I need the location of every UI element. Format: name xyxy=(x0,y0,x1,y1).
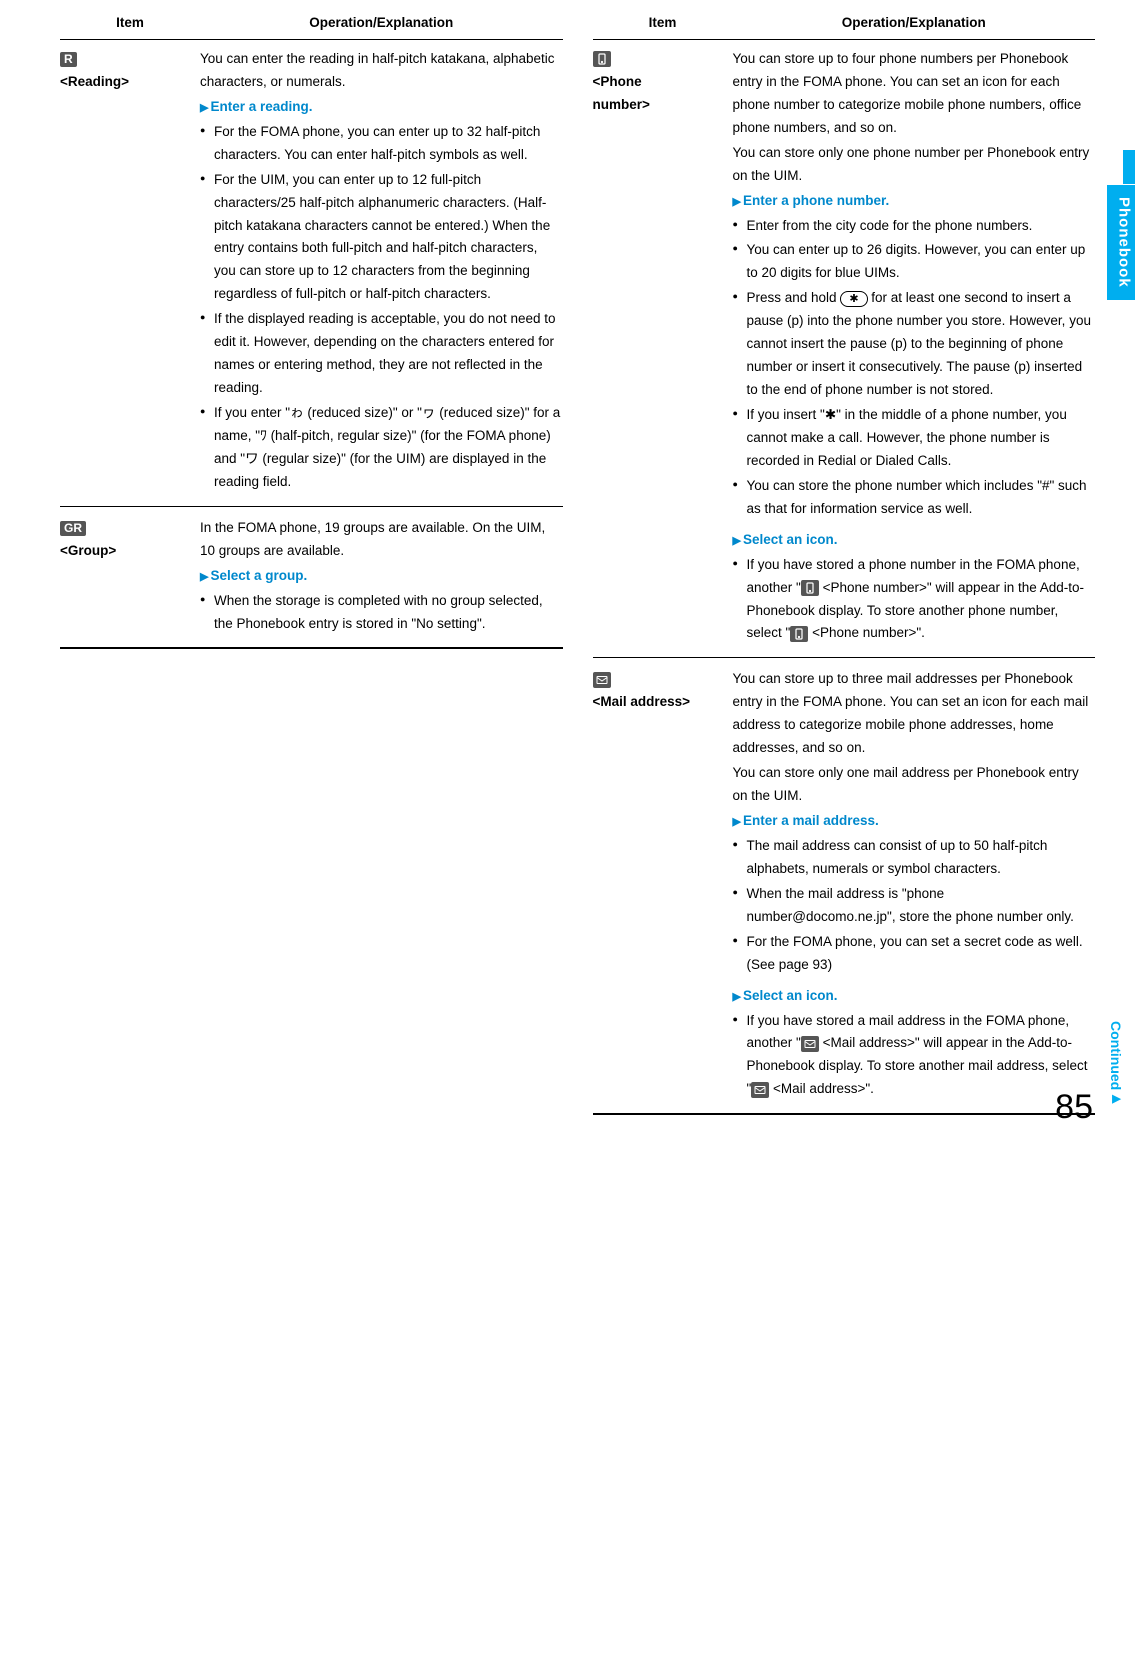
bullet-text: When the storage is completed with no gr… xyxy=(200,590,563,636)
mail-action-2: Select an icon. xyxy=(733,985,1096,1008)
reading-action: Enter a reading. xyxy=(200,96,563,119)
phone-inline-icon xyxy=(790,626,808,642)
bullet-text: If the displayed reading is acceptable, … xyxy=(200,308,563,400)
mail-icon xyxy=(593,672,611,688)
mail-bullets-2: If you have stored a mail address in the… xyxy=(733,1010,1096,1102)
mail-intro-2: You can store only one mail address per … xyxy=(733,762,1096,808)
phone-label-1: <Phone xyxy=(593,74,642,89)
phone-bullets-1: Enter from the city code for the phone n… xyxy=(733,215,1096,521)
mail-inline-icon xyxy=(801,1036,819,1052)
entry-phone: <Phone number> You can store up to four … xyxy=(593,48,1096,658)
mail-label: <Mail address> xyxy=(593,694,691,709)
page-number: 85 xyxy=(1055,1079,1093,1137)
mail-intro-1: You can store up to three mail addresses… xyxy=(733,668,1096,760)
group-intro: In the FOMA phone, 19 groups are availab… xyxy=(200,517,563,563)
bullet-text: If you insert "✱" in the middle of a pho… xyxy=(733,404,1096,473)
star-key-icon: ✱ xyxy=(840,291,867,307)
phone-icon xyxy=(593,51,611,67)
item-cell: GR <Group> xyxy=(60,517,200,638)
reading-bullets: For the FOMA phone, you can enter up to … xyxy=(200,121,563,494)
bullet-text: You can store the phone number which inc… xyxy=(733,475,1096,521)
operation-cell: You can store up to four phone numbers p… xyxy=(733,48,1096,647)
phone-action-2: Select an icon. xyxy=(733,529,1096,552)
table-header-row: Item Operation/Explanation xyxy=(60,12,563,40)
bullet-text: Press and hold ✱ for at least one second… xyxy=(733,287,1096,402)
group-label: <Group> xyxy=(60,543,116,558)
item-cell: R <Reading> xyxy=(60,48,200,496)
bullet-text: For the UIM, you can enter up to 12 full… xyxy=(200,169,563,307)
bullet-text: The mail address can consist of up to 50… xyxy=(733,835,1096,881)
side-accent-strip xyxy=(1123,150,1135,184)
mail-bullets-1: The mail address can consist of up to 50… xyxy=(733,835,1096,977)
item-cell: <Phone number> xyxy=(593,48,733,647)
phone-inline-icon xyxy=(801,580,819,596)
entry-group: GR <Group> In the FOMA phone, 19 groups … xyxy=(60,517,563,650)
continued-indicator: Continued xyxy=(1103,1021,1127,1105)
phone-bullets-2: If you have stored a phone number in the… xyxy=(733,554,1096,646)
bullet-text: You can enter up to 26 digits. However, … xyxy=(733,239,1096,285)
item-cell: <Mail address> xyxy=(593,668,733,1103)
header-operation: Operation/Explanation xyxy=(200,12,563,35)
phone-label-2: number> xyxy=(593,97,650,112)
side-tab-label: Phonebook xyxy=(1107,185,1135,300)
group-bullets: When the storage is completed with no gr… xyxy=(200,590,563,636)
group-action: Select a group. xyxy=(200,565,563,588)
right-column: Item Operation/Explanation <Phone number… xyxy=(593,12,1096,1125)
bullet-text: For the FOMA phone, you can set a secret… xyxy=(733,931,1096,977)
mail-action-1: Enter a mail address. xyxy=(733,810,1096,833)
two-column-layout: Item Operation/Explanation R <Reading> Y… xyxy=(60,12,1095,1125)
operation-cell: You can store up to three mail addresses… xyxy=(733,668,1096,1103)
entry-mail: <Mail address> You can store up to three… xyxy=(593,668,1096,1115)
header-item: Item xyxy=(60,12,200,35)
left-column: Item Operation/Explanation R <Reading> Y… xyxy=(60,12,563,1125)
table-header-row: Item Operation/Explanation xyxy=(593,12,1096,40)
text-part: Press and hold xyxy=(747,290,841,305)
text-part: <Phone number>". xyxy=(808,625,925,640)
header-item: Item xyxy=(593,12,733,35)
bullet-text: When the mail address is "phone number@d… xyxy=(733,883,1096,929)
reading-icon: R xyxy=(60,52,77,67)
text-part: for at least one second to insert a paus… xyxy=(747,290,1091,397)
reading-label: <Reading> xyxy=(60,74,129,89)
mail-inline-icon xyxy=(751,1082,769,1098)
operation-cell: You can enter the reading in half-pitch … xyxy=(200,48,563,496)
section-side-tab: Phonebook xyxy=(1107,185,1135,300)
phone-action-1: Enter a phone number. xyxy=(733,190,1096,213)
bullet-text: Enter from the city code for the phone n… xyxy=(733,215,1096,238)
reading-intro: You can enter the reading in half-pitch … xyxy=(200,48,563,94)
bullet-text: If you have stored a phone number in the… xyxy=(733,554,1096,646)
bullet-text: If you enter "ゎ (reduced size)" or "ヮ (r… xyxy=(200,402,563,494)
group-icon: GR xyxy=(60,521,86,536)
bullet-text: If you have stored a mail address in the… xyxy=(733,1010,1096,1102)
bullet-text: For the FOMA phone, you can enter up to … xyxy=(200,121,563,167)
text-part: <Mail address>". xyxy=(769,1081,874,1096)
entry-reading: R <Reading> You can enter the reading in… xyxy=(60,48,563,507)
phone-intro-1: You can store up to four phone numbers p… xyxy=(733,48,1096,140)
header-operation: Operation/Explanation xyxy=(733,12,1096,35)
phone-intro-2: You can store only one phone number per … xyxy=(733,142,1096,188)
operation-cell: In the FOMA phone, 19 groups are availab… xyxy=(200,517,563,638)
